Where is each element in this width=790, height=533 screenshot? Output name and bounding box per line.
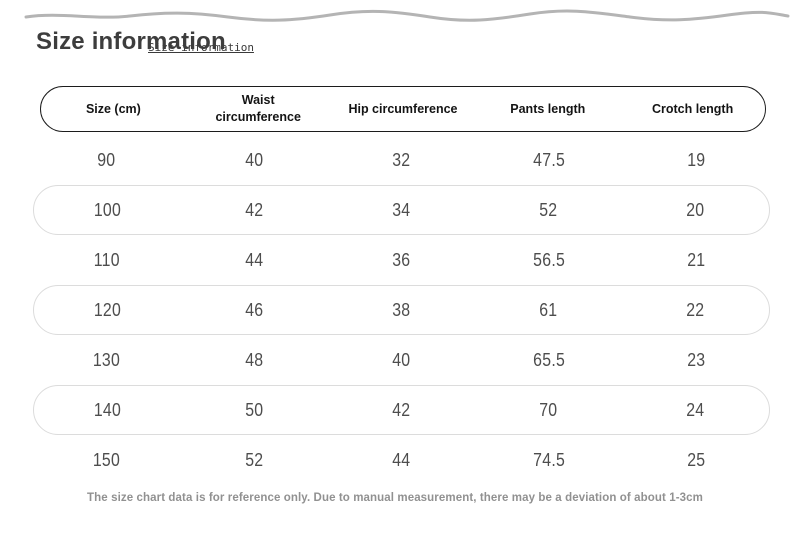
size-table: Size (cm) Waist circumference Hip circumfe…: [33, 86, 770, 485]
table-cell: 52: [539, 199, 558, 220]
table-cell: 70: [539, 399, 558, 420]
table-cell: 40: [392, 349, 411, 370]
table-cell: 47.5: [532, 149, 565, 170]
table-cell: 65.5: [532, 349, 565, 370]
table-cell: 22: [686, 299, 705, 320]
title-overlay-text: Size information: [148, 41, 254, 54]
table-cell: 110: [93, 249, 120, 270]
header-cell: Hip circumference: [348, 101, 458, 116]
table-cell: 150: [93, 449, 121, 470]
table-cell: 130: [93, 349, 121, 370]
table-cell: 74.5: [532, 449, 565, 470]
table-cell: 19: [687, 149, 706, 170]
header-cell: Crotch length: [651, 101, 734, 116]
table-row: 120 46 38 61 22: [33, 285, 770, 335]
table-cell: 61: [539, 299, 558, 320]
table-cell: 46: [245, 299, 264, 320]
table-rows: 90 40 32 47.5 19 100 42 34 52 20 110 44 36 56.5 21 120 4…: [33, 135, 770, 485]
table-cell: 140: [93, 399, 122, 420]
table-cell: 38: [392, 299, 411, 320]
table-cell: 36: [392, 249, 411, 270]
table-cell: 23: [687, 349, 706, 370]
table-cell: 44: [245, 249, 264, 270]
table-cell: 90: [97, 149, 116, 170]
table-cell: 34: [392, 199, 411, 220]
disclaimer-note: The size chart data is for reference onl…: [87, 492, 703, 504]
wavy-divider: [24, 9, 790, 22]
table-cell: 56.5: [532, 249, 565, 270]
table-cell: 21: [687, 249, 706, 270]
table-header-row: Size (cm) Waist circumference Hip circumfe…: [40, 86, 766, 132]
table-cell: 50: [245, 399, 264, 420]
table-cell: 52: [245, 449, 264, 470]
table-row: 150 52 44 74.5 25: [33, 435, 770, 485]
table-row: 90 40 32 47.5 19: [33, 135, 770, 185]
table-row: 130 48 40 65.5 23: [33, 335, 770, 385]
table-cell: 25: [687, 449, 706, 470]
table-cell: 42: [245, 199, 264, 220]
title-block: Size information Size information: [36, 28, 254, 64]
table-cell: 32: [392, 149, 411, 170]
table-cell: 40: [245, 149, 264, 170]
table-cell: 20: [686, 199, 705, 220]
table-row: 140 50 42 70 24: [33, 385, 770, 435]
table-cell: 24: [686, 399, 705, 420]
page-title: Size information: [36, 28, 226, 55]
header-cell: Size (cm): [85, 101, 141, 116]
table-cell: 42: [392, 399, 411, 420]
table-cell: 48: [245, 349, 264, 370]
table-row: 100 42 34 52 20: [33, 185, 770, 235]
table-cell: 44: [392, 449, 411, 470]
header-cell: Pants length: [510, 101, 586, 116]
table-cell: 100: [93, 199, 122, 220]
header-cell: Waist circumference: [215, 93, 301, 124]
table-row: 110 44 36 56.5 21: [33, 235, 770, 285]
table-cell: 120: [93, 299, 122, 320]
